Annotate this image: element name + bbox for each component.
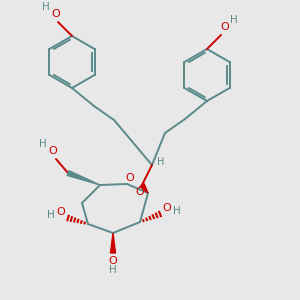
Polygon shape: [110, 233, 116, 253]
Text: H: H: [157, 157, 165, 167]
Text: O: O: [52, 9, 60, 19]
Text: O: O: [57, 207, 65, 217]
Polygon shape: [67, 171, 100, 185]
Text: O: O: [126, 173, 134, 183]
Text: H: H: [173, 206, 181, 216]
Text: O: O: [163, 203, 171, 213]
Text: O: O: [220, 22, 230, 32]
Polygon shape: [140, 184, 148, 193]
Text: H: H: [230, 15, 238, 25]
Text: H: H: [42, 2, 50, 12]
Text: H: H: [39, 139, 47, 149]
Text: O: O: [49, 146, 57, 156]
Text: H: H: [109, 265, 117, 275]
Text: H: H: [47, 210, 55, 220]
Text: O: O: [136, 187, 144, 197]
Text: O: O: [109, 256, 117, 266]
